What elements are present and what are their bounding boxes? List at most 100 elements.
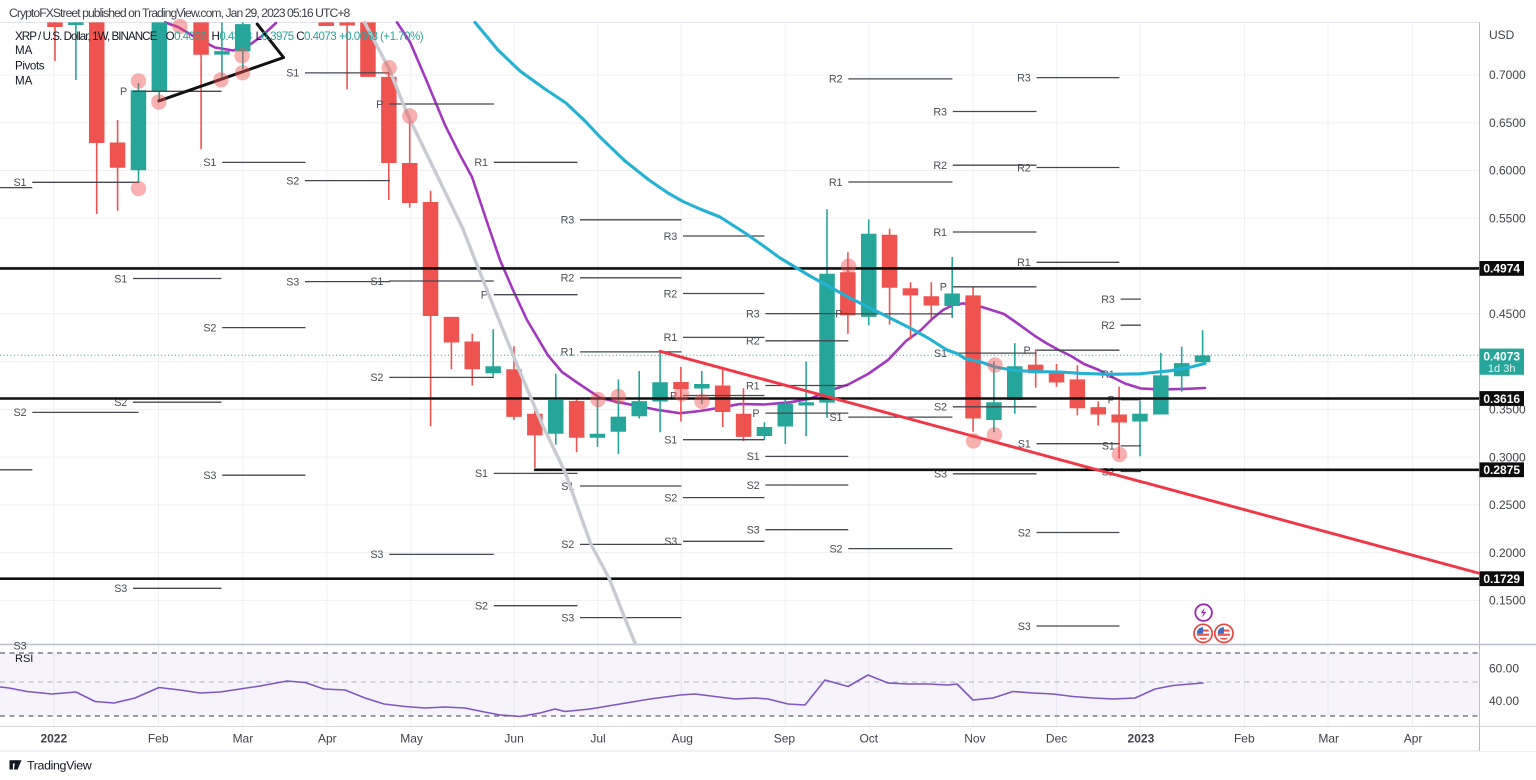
svg-text:S1: S1 — [203, 157, 216, 169]
svg-text:R1: R1 — [664, 332, 678, 344]
svg-text:0.4500: 0.4500 — [1489, 307, 1526, 321]
svg-text:S3: S3 — [664, 536, 677, 548]
svg-text:S2: S2 — [475, 601, 488, 613]
svg-text:Jul: Jul — [590, 732, 605, 746]
svg-text:R2: R2 — [829, 74, 843, 86]
svg-text:0.1500: 0.1500 — [1489, 594, 1526, 608]
svg-text:0.4073: 0.4073 — [1483, 350, 1520, 364]
svg-text:S2: S2 — [203, 322, 216, 334]
svg-text:R1: R1 — [829, 177, 843, 189]
svg-text:S3: S3 — [203, 470, 216, 482]
svg-text:USD: USD — [1489, 28, 1515, 42]
svg-text:Dec: Dec — [1046, 732, 1067, 746]
svg-text:S2: S2 — [561, 539, 574, 551]
svg-text:+0.0068 (+1.70%): +0.0068 (+1.70%) — [339, 30, 424, 43]
svg-text:P: P — [120, 86, 127, 98]
svg-text:XRP / U.S. Dollar, 1W, BINANCE: XRP / U.S. Dollar, 1W, BINANCE — [15, 30, 158, 43]
svg-text:S2: S2 — [934, 402, 947, 414]
svg-text:0.1729: 0.1729 — [1483, 572, 1520, 586]
svg-text:TradingView: TradingView — [27, 758, 92, 772]
svg-text:P: P — [1108, 395, 1115, 407]
svg-text:S2: S2 — [664, 492, 677, 504]
svg-text:Pivots: Pivots — [15, 60, 45, 73]
svg-text:S1: S1 — [13, 177, 26, 189]
svg-text:0.3616: 0.3616 — [1483, 392, 1520, 406]
svg-text:0.2000: 0.2000 — [1489, 546, 1526, 560]
svg-text:P: P — [376, 99, 383, 111]
svg-text:Feb: Feb — [148, 732, 169, 746]
svg-text:Apr: Apr — [1404, 732, 1423, 746]
svg-text:R1: R1 — [1017, 257, 1031, 269]
svg-text:S3: S3 — [13, 640, 26, 652]
svg-text:Sep: Sep — [774, 732, 796, 746]
svg-text:Mar: Mar — [1318, 732, 1339, 746]
svg-text:S2: S2 — [114, 397, 127, 409]
svg-text:S1: S1 — [475, 468, 488, 480]
svg-text:R2: R2 — [1017, 162, 1031, 174]
svg-text:S1: S1 — [286, 68, 299, 80]
svg-text:0.2875: 0.2875 — [1483, 463, 1520, 477]
svg-text:S3: S3 — [561, 612, 574, 624]
svg-text:S3: S3 — [370, 549, 383, 561]
svg-text:R3: R3 — [1017, 72, 1031, 84]
svg-text:S2: S2 — [370, 372, 383, 384]
svg-text:S2: S2 — [829, 543, 842, 555]
svg-text:MA: MA — [15, 44, 33, 57]
svg-text:C0.4073: C0.4073 — [296, 30, 336, 43]
svg-text:R3: R3 — [1101, 294, 1115, 306]
svg-text:S2: S2 — [1018, 527, 1031, 539]
svg-text:0.3500: 0.3500 — [1489, 403, 1526, 417]
svg-text:60.00: 60.00 — [1489, 662, 1519, 676]
svg-text:S1: S1 — [114, 273, 127, 285]
svg-text:R2: R2 — [1101, 320, 1115, 332]
svg-text:R3: R3 — [664, 231, 678, 243]
svg-text:0.6000: 0.6000 — [1489, 164, 1526, 178]
svg-text:P: P — [752, 408, 759, 420]
svg-text:S1: S1 — [934, 348, 947, 360]
svg-text:Feb: Feb — [1234, 732, 1255, 746]
svg-text:R1: R1 — [933, 227, 947, 239]
svg-text:S1: S1 — [1102, 441, 1115, 453]
svg-text:Nov: Nov — [964, 732, 985, 746]
svg-text:S3: S3 — [286, 276, 299, 288]
svg-text:P: P — [670, 390, 677, 402]
svg-text:L0.3975: L0.3975 — [256, 30, 294, 43]
svg-text:R2: R2 — [933, 160, 947, 172]
svg-text:Jun: Jun — [504, 732, 523, 746]
svg-text:P: P — [940, 282, 947, 294]
svg-text:S3: S3 — [934, 469, 947, 481]
svg-text:CryptoFXStreet published on Tr: CryptoFXStreet published on TradingView.… — [9, 6, 351, 20]
svg-text:R2: R2 — [746, 336, 760, 348]
svg-text:R2: R2 — [561, 273, 575, 285]
svg-text:S3: S3 — [747, 525, 760, 537]
svg-text:0.5500: 0.5500 — [1489, 212, 1526, 226]
svg-text:0.7000: 0.7000 — [1489, 68, 1526, 82]
svg-text:S1: S1 — [747, 451, 760, 463]
svg-text:R3: R3 — [933, 106, 947, 118]
svg-text:R1: R1 — [561, 347, 575, 359]
svg-text:40.00: 40.00 — [1489, 694, 1519, 708]
svg-text:S1: S1 — [1018, 439, 1031, 451]
svg-text:H0.4383: H0.4383 — [212, 30, 252, 43]
svg-text:R2: R2 — [664, 288, 678, 300]
svg-text:May: May — [400, 732, 423, 746]
svg-text:2022: 2022 — [40, 732, 67, 746]
svg-text:S3: S3 — [1018, 621, 1031, 633]
svg-text:R1: R1 — [746, 380, 760, 392]
svg-text:Aug: Aug — [672, 732, 693, 746]
svg-text:Oct: Oct — [859, 732, 878, 746]
svg-text:0.6500: 0.6500 — [1489, 116, 1526, 130]
svg-text:R3: R3 — [561, 215, 575, 227]
svg-text:Apr: Apr — [318, 732, 337, 746]
svg-text:1d 3h: 1d 3h — [1488, 363, 1516, 375]
svg-text:S2: S2 — [13, 407, 26, 419]
svg-text:S2: S2 — [747, 480, 760, 492]
svg-text:P: P — [835, 309, 842, 321]
svg-text:0.3000: 0.3000 — [1489, 450, 1526, 464]
svg-text:S2: S2 — [286, 175, 299, 187]
svg-text:O0.4006: O0.4006 — [166, 30, 207, 43]
svg-text:Mar: Mar — [233, 732, 254, 746]
svg-text:S3: S3 — [114, 583, 127, 595]
svg-text:R1: R1 — [474, 157, 488, 169]
svg-text:S1: S1 — [370, 276, 383, 288]
